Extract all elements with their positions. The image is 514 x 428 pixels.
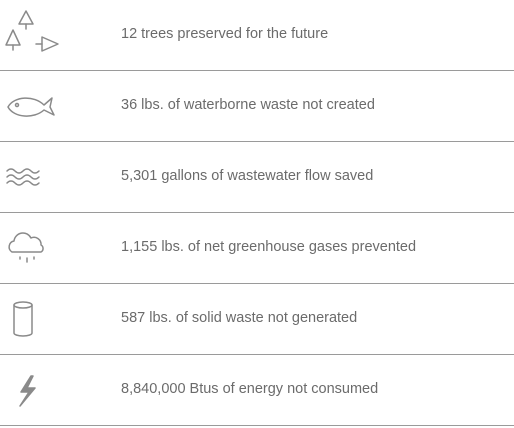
water-icon	[6, 168, 40, 186]
row: 12 trees preserved for the future	[0, 0, 514, 71]
row: 8,840,000 Btus of energy not consumed	[0, 355, 514, 426]
energy-icon	[19, 375, 36, 407]
row: 36 lbs. of waterborne waste not created	[0, 71, 514, 142]
item-text: 1,155 lbs. of net greenhouse gases preve…	[121, 239, 417, 255]
trees-icon	[5, 10, 59, 52]
row: 5,301 gallons of wastewater flow saved	[0, 142, 514, 213]
fish-icon	[7, 97, 55, 117]
item-text: 5,301 gallons of wastewater flow saved	[121, 168, 374, 184]
cylinder-icon	[13, 301, 33, 337]
item-text: 36 lbs. of waterborne waste not created	[121, 97, 375, 113]
row: 587 lbs. of solid waste not generated	[0, 284, 514, 355]
item-text: 587 lbs. of solid waste not generated	[121, 310, 358, 326]
item-text: 8,840,000 Btus of energy not consumed	[121, 381, 379, 397]
item-text: 12 trees preserved for the future	[121, 26, 329, 42]
cloud-icon	[8, 232, 44, 263]
row: 1,155 lbs. of net greenhouse gases preve…	[0, 213, 514, 284]
